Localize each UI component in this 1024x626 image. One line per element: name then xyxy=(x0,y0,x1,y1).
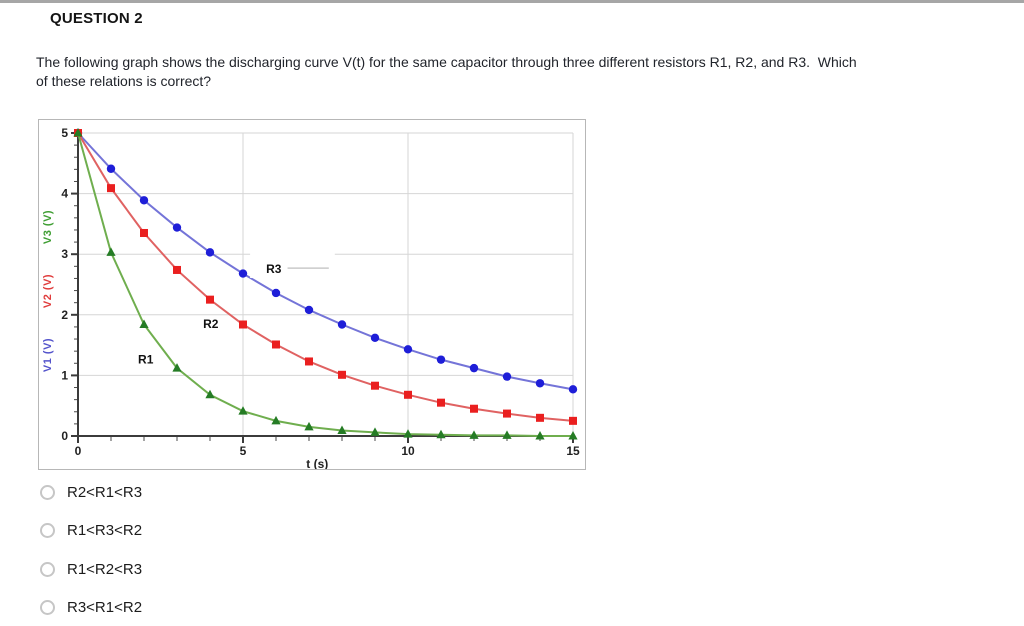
y-axis-label-v2: V2 (V) xyxy=(42,274,54,308)
data-point-square xyxy=(371,381,379,390)
data-point-triangle xyxy=(238,406,248,415)
series-line-v1 xyxy=(77,132,574,391)
x-axis-title: t (s) xyxy=(306,457,328,469)
svg-text:R3: R3 xyxy=(266,262,282,276)
answer-option-1[interactable]: R2<R1<R3 xyxy=(40,483,143,501)
y-axis-label-v3: V3 (V) xyxy=(42,210,54,244)
data-point-triangle xyxy=(502,430,512,439)
svg-text:R2: R2 xyxy=(203,317,219,331)
data-point-square xyxy=(338,370,346,379)
discharge-curve-chart: 0 1 2 3 4 5 0 5 10 15 t (s) V1 (V) V2 (V) V3 (V) R1 R2 R… xyxy=(38,119,586,470)
series-v3 xyxy=(73,128,578,440)
data-point-circle xyxy=(106,164,116,173)
data-point-triangle xyxy=(106,247,116,256)
x-tick-label: 5 xyxy=(240,444,247,458)
axes xyxy=(77,133,573,437)
answer-option-2[interactable]: R1<R3<R2 xyxy=(40,522,143,540)
data-point-square xyxy=(305,357,313,366)
data-point-triangle xyxy=(535,431,545,440)
radio-button-4[interactable] xyxy=(40,600,55,616)
data-point-square xyxy=(272,340,280,349)
data-point-triangle xyxy=(370,427,380,436)
data-point-circle xyxy=(139,196,149,205)
question-text-line2: of these relations is correct? xyxy=(36,73,212,89)
data-point-triangle xyxy=(304,421,314,431)
y-axis-title: V1 (V) V2 (V) V3 (V) xyxy=(42,210,54,372)
data-point-circle xyxy=(271,288,281,298)
y-tick-label: 0 xyxy=(61,429,68,443)
y-tick-label: 5 xyxy=(61,126,68,140)
data-point-square xyxy=(569,416,577,425)
answer-options: R2<R1<R3 R1<R3<R2 R1<R2<R3 R3<R1<R2 xyxy=(40,484,142,626)
data-point-circle xyxy=(535,379,545,388)
data-point-circle xyxy=(370,333,380,343)
data-point-triangle xyxy=(139,319,149,328)
data-point-square xyxy=(206,295,214,304)
top-divider xyxy=(0,0,1024,3)
y-axis-label-v1: V1 (V) xyxy=(42,338,54,372)
data-point-circle xyxy=(337,320,347,329)
data-point-circle xyxy=(238,269,248,278)
radio-button-3[interactable] xyxy=(40,561,55,577)
data-point-triangle xyxy=(436,429,446,439)
data-point-circle xyxy=(304,305,314,315)
data-point-square xyxy=(503,409,511,418)
y-tick-label: 3 xyxy=(61,247,68,261)
x-tick-label: 15 xyxy=(566,444,580,458)
curve-label-r3: R3 xyxy=(250,250,335,278)
data-point-circle xyxy=(172,223,182,232)
tick-labels: 0 1 2 3 4 5 0 5 10 15 xyxy=(61,126,580,458)
series-line-v2 xyxy=(77,132,574,422)
series-v2 xyxy=(74,129,577,425)
data-point-triangle xyxy=(337,425,347,435)
data-point-square xyxy=(470,404,478,413)
y-tick-label: 1 xyxy=(61,368,68,382)
series-v1 xyxy=(73,128,578,394)
curve-label-r1: R1 xyxy=(135,351,162,368)
data-point-square xyxy=(437,398,445,407)
data-point-circle xyxy=(436,355,446,364)
question-text: The following graph shows the dischargin… xyxy=(36,53,1006,91)
question-text-line1: The following graph shows the dischargin… xyxy=(36,54,857,70)
data-point-circle xyxy=(403,345,413,354)
data-point-square xyxy=(536,413,544,422)
data-point-circle xyxy=(469,363,479,373)
data-point-triangle xyxy=(469,430,479,439)
curve-label-r2: R2 xyxy=(200,316,227,333)
radio-button-1[interactable] xyxy=(40,484,55,500)
x-tick-label: 0 xyxy=(75,444,82,458)
radio-button-2[interactable] xyxy=(40,523,55,539)
data-point-triangle xyxy=(403,429,413,438)
answer-option-4[interactable]: R3<R1<R2 xyxy=(40,599,143,617)
data-point-square xyxy=(404,390,412,399)
answer-option-3[interactable]: R1<R2<R3 xyxy=(40,560,143,578)
y-tick-label: 2 xyxy=(61,308,68,322)
option-label-2: R1<R3<R2 xyxy=(67,522,143,540)
data-point-square xyxy=(173,265,181,274)
series-line-v3 xyxy=(77,132,573,437)
data-point-triangle xyxy=(271,415,281,425)
x-tick-label: 10 xyxy=(401,444,415,458)
data-point-triangle xyxy=(73,128,83,137)
data-point-circle xyxy=(502,372,512,381)
option-label-3: R1<R2<R3 xyxy=(67,560,143,578)
chart-svg: 0 1 2 3 4 5 0 5 10 15 t (s) V1 (V) V2 (V) V3 (V) R1 R2 R… xyxy=(42,126,580,469)
data-point-circle xyxy=(205,248,215,257)
question-title: QUESTION 2 xyxy=(50,10,143,27)
axis-ticks xyxy=(71,132,574,443)
data-point-square xyxy=(140,228,148,237)
data-point-square xyxy=(239,320,247,329)
svg-text:R1: R1 xyxy=(138,352,154,366)
data-point-triangle xyxy=(205,389,215,399)
data-point-triangle xyxy=(568,431,578,440)
data-point-square xyxy=(107,184,115,193)
data-point-circle xyxy=(568,385,578,394)
option-label-1: R2<R1<R3 xyxy=(67,483,143,501)
gridlines xyxy=(78,132,574,436)
data-point-triangle xyxy=(172,363,182,372)
y-tick-label: 4 xyxy=(61,187,68,201)
option-label-4: R3<R1<R2 xyxy=(67,599,143,617)
